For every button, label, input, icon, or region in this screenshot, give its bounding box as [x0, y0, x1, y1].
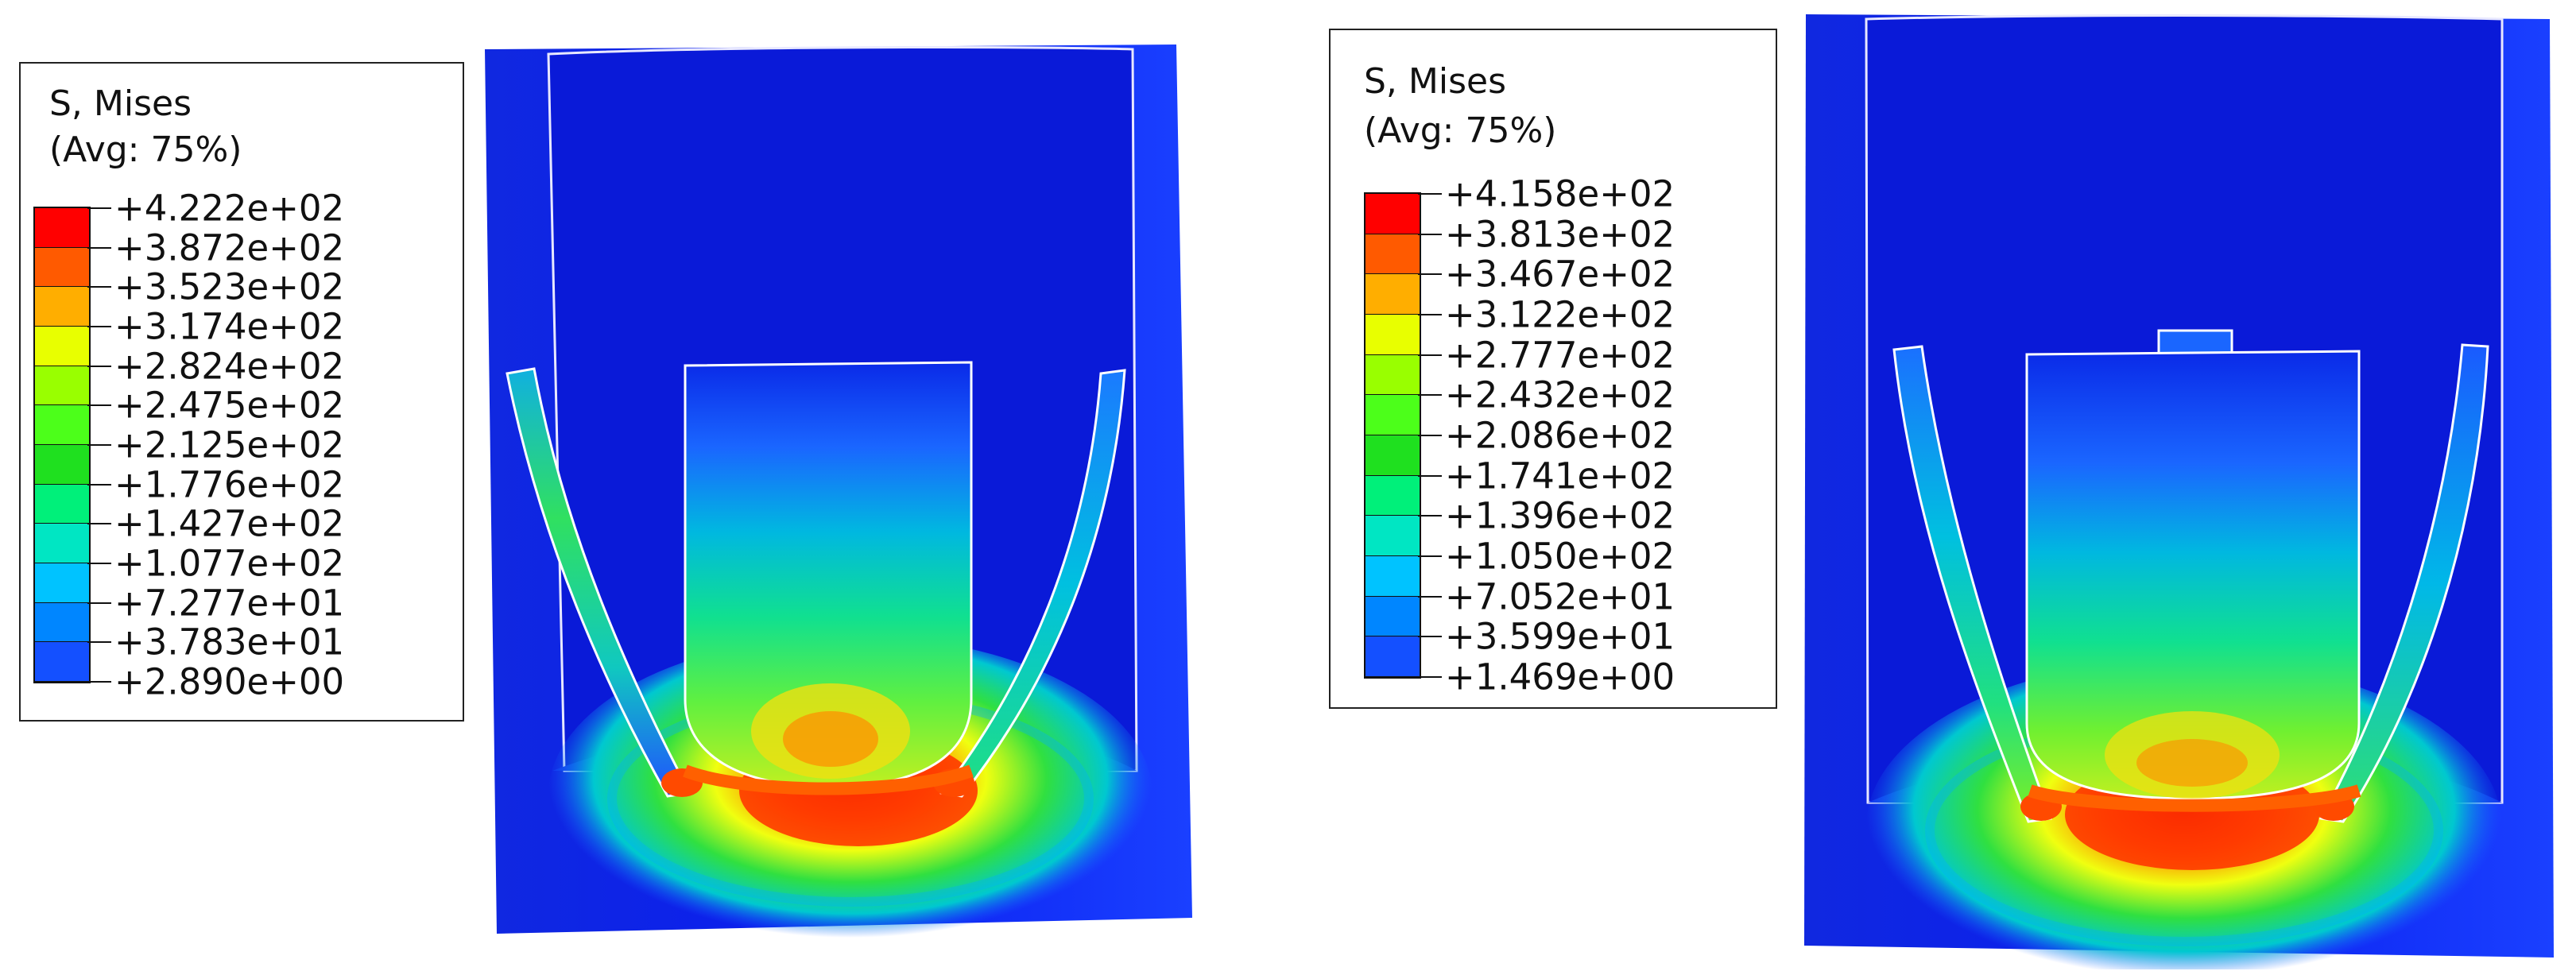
- colorbar-swatch: [1365, 435, 1420, 476]
- colorbar-tick-label: +1.776e+02: [114, 463, 345, 506]
- colorbar-swatch: [1365, 274, 1420, 315]
- colorbar-swatch: [35, 602, 89, 643]
- colorbar-tick: [1418, 354, 1442, 356]
- legend-mises-right: S, Mises (Avg: 75%) +4.158e+02 +3.813e+02…: [1329, 29, 1777, 709]
- legend-title: S, Mises: [49, 83, 192, 124]
- colorbar-tick-label: +2.432e+02: [1445, 373, 1675, 416]
- colorbar-tick-label: +3.872e+02: [114, 226, 345, 269]
- colorbar-swatch: [35, 405, 89, 445]
- colorbar-tick-label: +2.086e+02: [1445, 414, 1675, 457]
- colorbar-swatch: [1365, 636, 1420, 677]
- colorbar-tick: [1418, 233, 1442, 235]
- colorbar-tick-label: +2.475e+02: [114, 384, 345, 427]
- colorbar-tick: [87, 444, 111, 446]
- colorbar-swatch: [1365, 475, 1420, 517]
- colorbar-tick: [1418, 595, 1442, 598]
- colorbar-swatch: [1365, 395, 1420, 435]
- colorbar-swatch: [35, 642, 89, 682]
- colorbar-tick: [1418, 676, 1442, 678]
- colorbar-swatch: [35, 208, 89, 248]
- colorbar-tick: [1418, 515, 1442, 517]
- colorbar-swatch: [1365, 354, 1420, 396]
- colorbar-swatch: [35, 524, 89, 563]
- colorbar-tick-label: +4.158e+02: [1445, 172, 1675, 215]
- legend-colorbar: [33, 207, 91, 683]
- colorbar-tick-label: +3.174e+02: [114, 305, 345, 348]
- colorbar-tick: [87, 641, 111, 644]
- colorbar-tick: [87, 286, 111, 288]
- legend-mises-left: S, Mises (Avg: 75%) +4.222e+02 +3.872e+02…: [19, 62, 464, 722]
- colorbar-swatch: [1365, 234, 1420, 275]
- colorbar-tick: [1418, 474, 1442, 477]
- colorbar-tick-label: +1.050e+02: [1445, 535, 1675, 578]
- colorbar-swatch: [1365, 596, 1420, 637]
- colorbar-tick-label: +2.125e+02: [114, 424, 345, 466]
- colorbar-tick: [1418, 555, 1442, 557]
- legend-subtitle: (Avg: 75%): [1364, 110, 1557, 151]
- colorbar-tick-label: +1.396e+02: [1445, 494, 1675, 537]
- legend-title: S, Mises: [1364, 61, 1507, 102]
- colorbar-swatch: [35, 287, 89, 327]
- colorbar-tick: [1418, 636, 1442, 638]
- colorbar-tick: [87, 326, 111, 327]
- colorbar-tick: [87, 602, 111, 604]
- colorbar-tick-label: +3.523e+02: [114, 265, 345, 308]
- colorbar-tick: [87, 404, 111, 407]
- colorbar-swatch: [35, 326, 89, 366]
- colorbar-swatch: [35, 563, 89, 603]
- colorbar-swatch: [35, 444, 89, 485]
- colorbar-tick-label: +3.599e+01: [1445, 615, 1675, 658]
- colorbar-tick: [87, 365, 111, 367]
- colorbar-tick: [87, 681, 111, 683]
- colorbar-tick-label: +2.824e+02: [114, 345, 345, 388]
- colorbar-tick-label: +2.777e+02: [1445, 334, 1675, 377]
- colorbar-swatch: [1365, 194, 1420, 234]
- colorbar-swatch: [1365, 516, 1420, 556]
- colorbar-tick: [87, 483, 111, 486]
- legend-subtitle: (Avg: 75%): [49, 130, 242, 170]
- colorbar-tick-label: +1.741e+02: [1445, 455, 1675, 497]
- colorbar-tick-label: +1.077e+02: [114, 542, 345, 585]
- colorbar-tick-label: +1.469e+00: [1445, 656, 1675, 698]
- colorbar-tick: [87, 246, 111, 249]
- colorbar-swatch: [35, 484, 89, 524]
- colorbar-tick-label: +3.813e+02: [1445, 213, 1675, 256]
- colorbar-tick-label: +3.122e+02: [1445, 293, 1675, 336]
- colorbar-tick: [87, 523, 111, 525]
- colorbar-swatch: [1365, 314, 1420, 355]
- colorbar-swatch: [35, 247, 89, 288]
- colorbar-tick-label: +4.222e+02: [114, 187, 345, 230]
- colorbar-tick-label: +7.052e+01: [1445, 575, 1675, 618]
- colorbar-swatch: [35, 366, 89, 406]
- colorbar-tick-label: +3.783e+01: [114, 621, 345, 664]
- colorbar-tick: [1418, 435, 1442, 436]
- colorbar-tick-label: +2.890e+00: [114, 660, 345, 703]
- colorbar-tick-label: +7.277e+01: [114, 582, 345, 625]
- colorbar-tick-label: +1.427e+02: [114, 502, 345, 545]
- colorbar-tick: [87, 207, 111, 209]
- colorbar-tick: [1418, 273, 1442, 276]
- colorbar-swatch: [1365, 555, 1420, 597]
- colorbar-tick: [1418, 314, 1442, 315]
- legend-colorbar: [1364, 192, 1421, 679]
- colorbar-tick-label: +3.467e+02: [1445, 253, 1675, 296]
- colorbar-tick: [1418, 394, 1442, 397]
- fea-contour-plot-right: [1804, 14, 2554, 969]
- colorbar-tick: [87, 563, 111, 564]
- colorbar-tick: [1418, 193, 1442, 195]
- fea-contour-plot-left: [485, 44, 1192, 954]
